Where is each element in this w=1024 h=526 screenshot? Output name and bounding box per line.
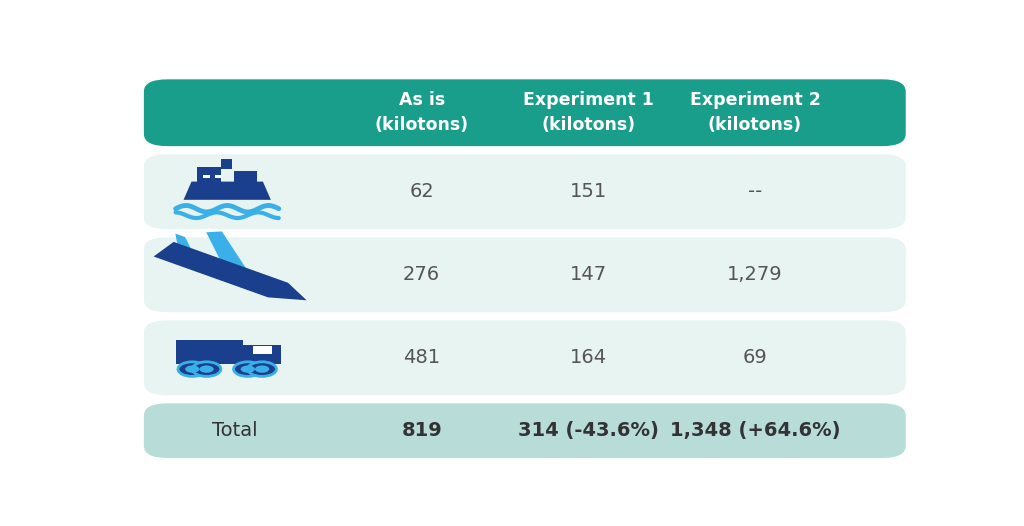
Circle shape: [193, 362, 221, 377]
Text: Experiment 2
(kilotons): Experiment 2 (kilotons): [689, 91, 820, 134]
FancyBboxPatch shape: [143, 403, 905, 458]
Circle shape: [185, 366, 200, 373]
FancyBboxPatch shape: [253, 346, 272, 353]
Text: --: --: [748, 182, 762, 201]
Text: 164: 164: [569, 348, 607, 367]
Text: 151: 151: [569, 182, 607, 201]
Text: 819: 819: [401, 421, 442, 440]
Circle shape: [255, 366, 269, 373]
Text: 481: 481: [403, 348, 440, 367]
Text: 147: 147: [569, 265, 607, 284]
FancyBboxPatch shape: [143, 320, 905, 395]
Circle shape: [248, 362, 276, 377]
Text: 69: 69: [742, 348, 767, 367]
FancyBboxPatch shape: [143, 79, 905, 146]
Text: 1,279: 1,279: [727, 265, 782, 284]
FancyBboxPatch shape: [143, 237, 905, 312]
FancyBboxPatch shape: [233, 171, 257, 181]
FancyBboxPatch shape: [143, 154, 905, 229]
FancyBboxPatch shape: [197, 167, 221, 181]
FancyBboxPatch shape: [243, 345, 282, 364]
Polygon shape: [154, 242, 306, 300]
Text: As is
(kilotons): As is (kilotons): [375, 91, 469, 134]
Text: 62: 62: [410, 182, 434, 201]
Polygon shape: [183, 181, 270, 200]
FancyBboxPatch shape: [221, 159, 232, 169]
Circle shape: [178, 362, 207, 377]
Text: 314 (-43.6%): 314 (-43.6%): [518, 421, 658, 440]
Text: Total: Total: [212, 421, 258, 440]
Text: 1,348 (+64.6%): 1,348 (+64.6%): [670, 421, 841, 440]
Polygon shape: [175, 234, 195, 255]
Circle shape: [233, 362, 262, 377]
FancyBboxPatch shape: [215, 175, 221, 178]
Circle shape: [241, 366, 255, 373]
Text: Experiment 1
(kilotons): Experiment 1 (kilotons): [523, 91, 653, 134]
Polygon shape: [206, 231, 249, 272]
FancyBboxPatch shape: [176, 340, 243, 364]
FancyBboxPatch shape: [204, 175, 210, 178]
Text: 276: 276: [403, 265, 440, 284]
Circle shape: [200, 366, 214, 373]
